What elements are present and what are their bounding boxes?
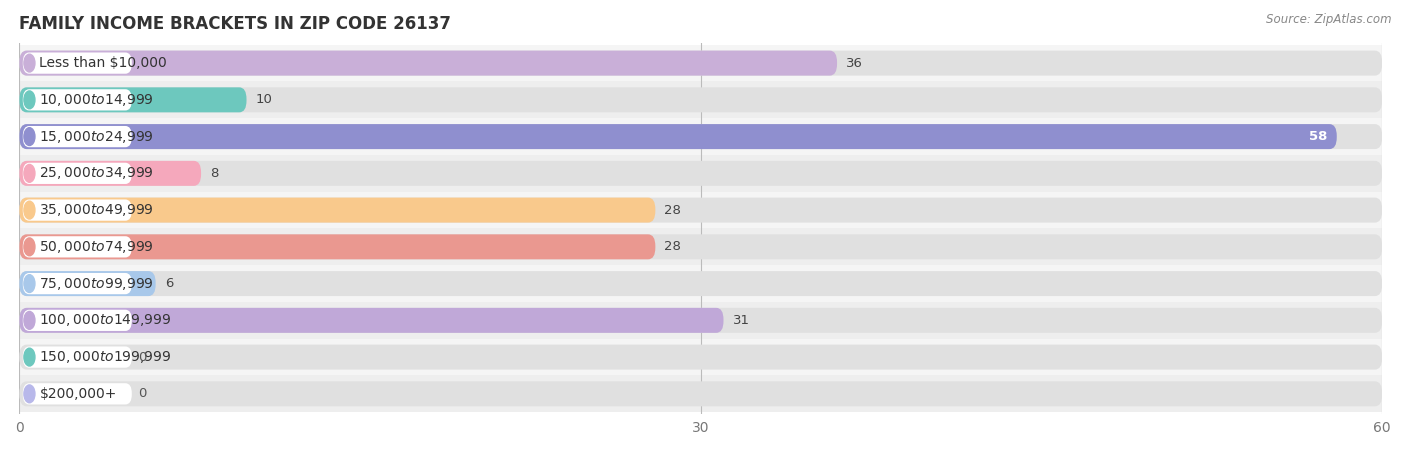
Bar — [20, 302, 1382, 339]
Text: 36: 36 — [846, 57, 863, 70]
FancyBboxPatch shape — [20, 234, 1382, 259]
Bar — [20, 155, 1382, 192]
FancyBboxPatch shape — [20, 124, 1382, 149]
Text: $75,000 to $99,999: $75,000 to $99,999 — [39, 275, 155, 292]
Text: 28: 28 — [665, 240, 682, 253]
FancyBboxPatch shape — [22, 126, 132, 147]
Text: 58: 58 — [1309, 130, 1327, 143]
FancyBboxPatch shape — [22, 273, 132, 294]
FancyBboxPatch shape — [20, 87, 1382, 112]
Bar — [20, 229, 1382, 265]
Text: $15,000 to $24,999: $15,000 to $24,999 — [39, 129, 155, 144]
Text: 8: 8 — [209, 167, 218, 180]
FancyBboxPatch shape — [22, 199, 132, 220]
Circle shape — [24, 164, 35, 182]
FancyBboxPatch shape — [20, 50, 837, 76]
Bar — [20, 192, 1382, 229]
Circle shape — [24, 201, 35, 219]
Text: Source: ZipAtlas.com: Source: ZipAtlas.com — [1267, 14, 1392, 27]
FancyBboxPatch shape — [22, 346, 132, 368]
Text: 31: 31 — [733, 314, 749, 327]
Circle shape — [24, 238, 35, 256]
Text: 6: 6 — [165, 277, 173, 290]
FancyBboxPatch shape — [20, 381, 1382, 406]
FancyBboxPatch shape — [20, 124, 1337, 149]
Text: FAMILY INCOME BRACKETS IN ZIP CODE 26137: FAMILY INCOME BRACKETS IN ZIP CODE 26137 — [20, 15, 451, 33]
Text: $35,000 to $49,999: $35,000 to $49,999 — [39, 202, 155, 218]
Text: Less than $10,000: Less than $10,000 — [39, 56, 167, 70]
Circle shape — [24, 348, 35, 366]
Text: 0: 0 — [139, 387, 148, 400]
FancyBboxPatch shape — [20, 234, 655, 259]
FancyBboxPatch shape — [22, 236, 132, 257]
Circle shape — [24, 311, 35, 329]
Text: 0: 0 — [139, 351, 148, 364]
FancyBboxPatch shape — [20, 271, 156, 296]
Circle shape — [24, 274, 35, 292]
FancyBboxPatch shape — [22, 310, 132, 331]
FancyBboxPatch shape — [20, 161, 201, 186]
FancyBboxPatch shape — [20, 308, 1382, 333]
Bar — [20, 265, 1382, 302]
FancyBboxPatch shape — [22, 383, 132, 405]
Text: $50,000 to $74,999: $50,000 to $74,999 — [39, 239, 155, 255]
Circle shape — [24, 128, 35, 145]
FancyBboxPatch shape — [20, 198, 1382, 223]
FancyBboxPatch shape — [20, 161, 1382, 186]
Text: $100,000 to $149,999: $100,000 to $149,999 — [39, 312, 172, 328]
Bar — [20, 339, 1382, 375]
Circle shape — [24, 54, 35, 72]
FancyBboxPatch shape — [20, 198, 655, 223]
FancyBboxPatch shape — [20, 308, 724, 333]
Text: $200,000+: $200,000+ — [39, 387, 117, 401]
Text: 10: 10 — [256, 93, 273, 106]
Circle shape — [24, 385, 35, 403]
FancyBboxPatch shape — [22, 53, 132, 74]
Text: $25,000 to $34,999: $25,000 to $34,999 — [39, 165, 155, 181]
FancyBboxPatch shape — [20, 271, 1382, 296]
Text: 28: 28 — [665, 203, 682, 216]
Bar — [20, 375, 1382, 412]
FancyBboxPatch shape — [22, 89, 132, 110]
Text: $10,000 to $14,999: $10,000 to $14,999 — [39, 92, 155, 108]
Bar — [20, 45, 1382, 81]
Text: $150,000 to $199,999: $150,000 to $199,999 — [39, 349, 172, 365]
FancyBboxPatch shape — [20, 87, 246, 112]
FancyBboxPatch shape — [20, 50, 1382, 76]
Bar — [20, 118, 1382, 155]
FancyBboxPatch shape — [22, 163, 132, 184]
Circle shape — [24, 91, 35, 109]
FancyBboxPatch shape — [20, 345, 1382, 369]
Bar — [20, 81, 1382, 118]
